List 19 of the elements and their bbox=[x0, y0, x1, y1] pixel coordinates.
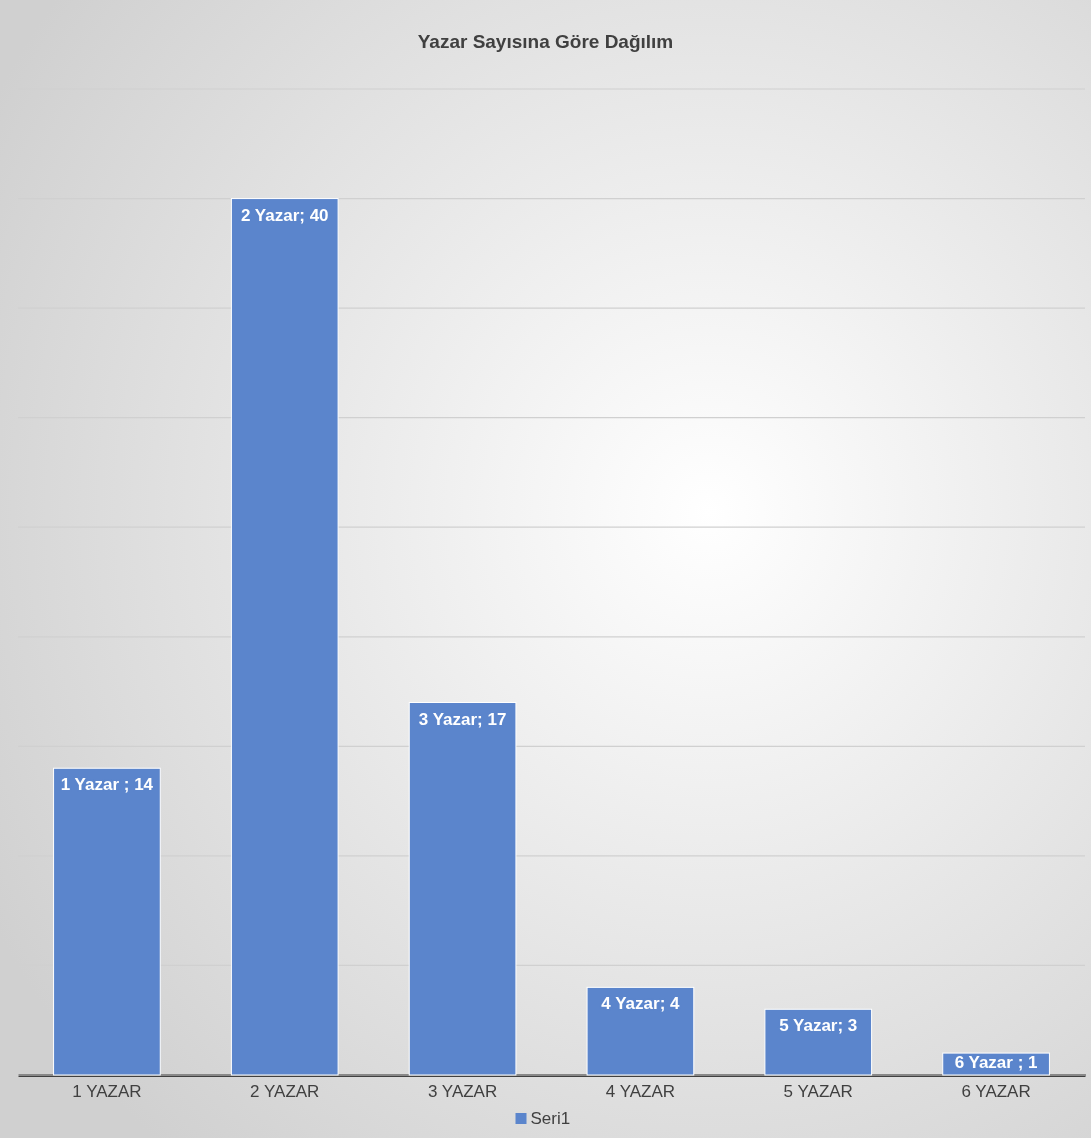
x-tick-label: 3 YAZAR bbox=[427, 1082, 498, 1102]
data-label: 2 Yazar; 40 bbox=[240, 205, 329, 225]
data-label: 6 Yazar ; 1 bbox=[954, 1053, 1038, 1072]
x-tick-label: 6 YAZAR bbox=[961, 1082, 1031, 1102]
data-label: 1 Yazar ; 14 bbox=[60, 775, 154, 795]
data-label: 5 Yazar; 3 bbox=[779, 1016, 858, 1036]
data-label: 3 Yazar; 17 bbox=[418, 709, 507, 729]
data-label: 4 Yazar; 4 bbox=[601, 994, 681, 1014]
x-tick-label: 4 YAZAR bbox=[605, 1082, 676, 1102]
chart-title: Yazar Sayısına Göre Dağılım bbox=[417, 31, 674, 52]
bar bbox=[230, 198, 339, 1076]
x-tick-label: 2 YAZAR bbox=[250, 1082, 320, 1102]
x-tick-label: 5 YAZAR bbox=[783, 1082, 853, 1102]
bar bbox=[586, 986, 695, 1076]
text: Seri1 bbox=[530, 1109, 571, 1128]
x-tick-label: 1 YAZAR bbox=[72, 1082, 142, 1102]
bar bbox=[53, 767, 161, 1076]
bar bbox=[408, 702, 517, 1076]
bar bbox=[764, 1008, 873, 1076]
